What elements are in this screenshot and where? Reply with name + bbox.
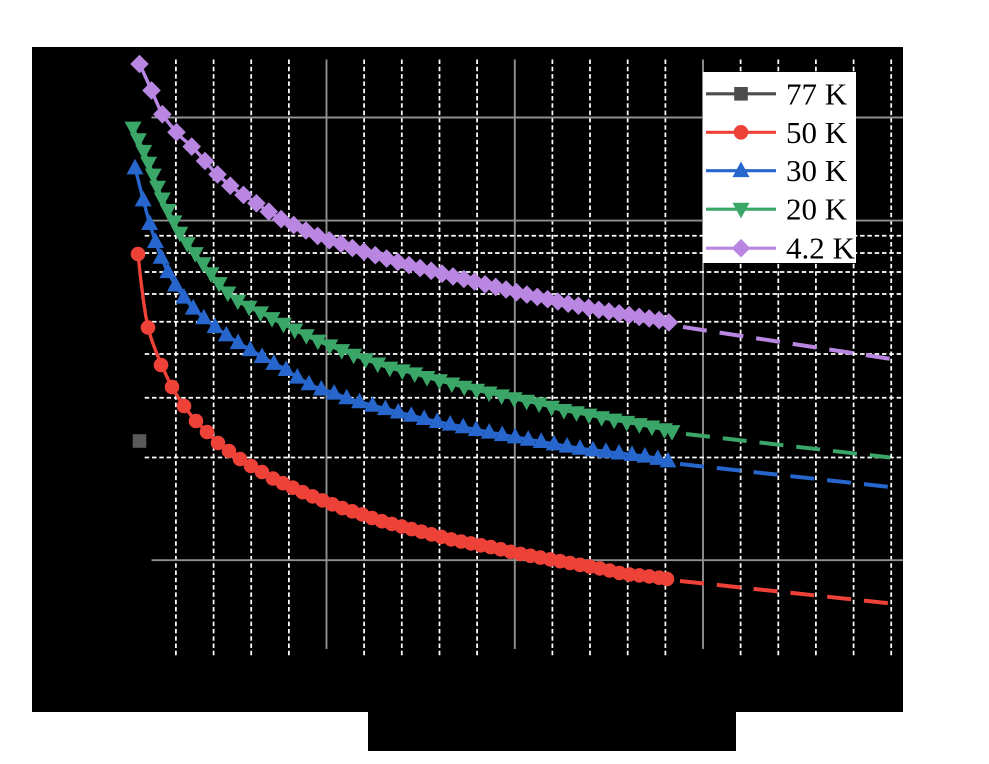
svg-text:20 K: 20 K [786,192,848,227]
svg-text:4.2 K: 4.2 K [786,231,856,266]
svg-text:77 K: 77 K [786,76,848,111]
svg-text:30 K: 30 K [786,153,848,188]
svg-text:50 K: 50 K [786,115,848,150]
